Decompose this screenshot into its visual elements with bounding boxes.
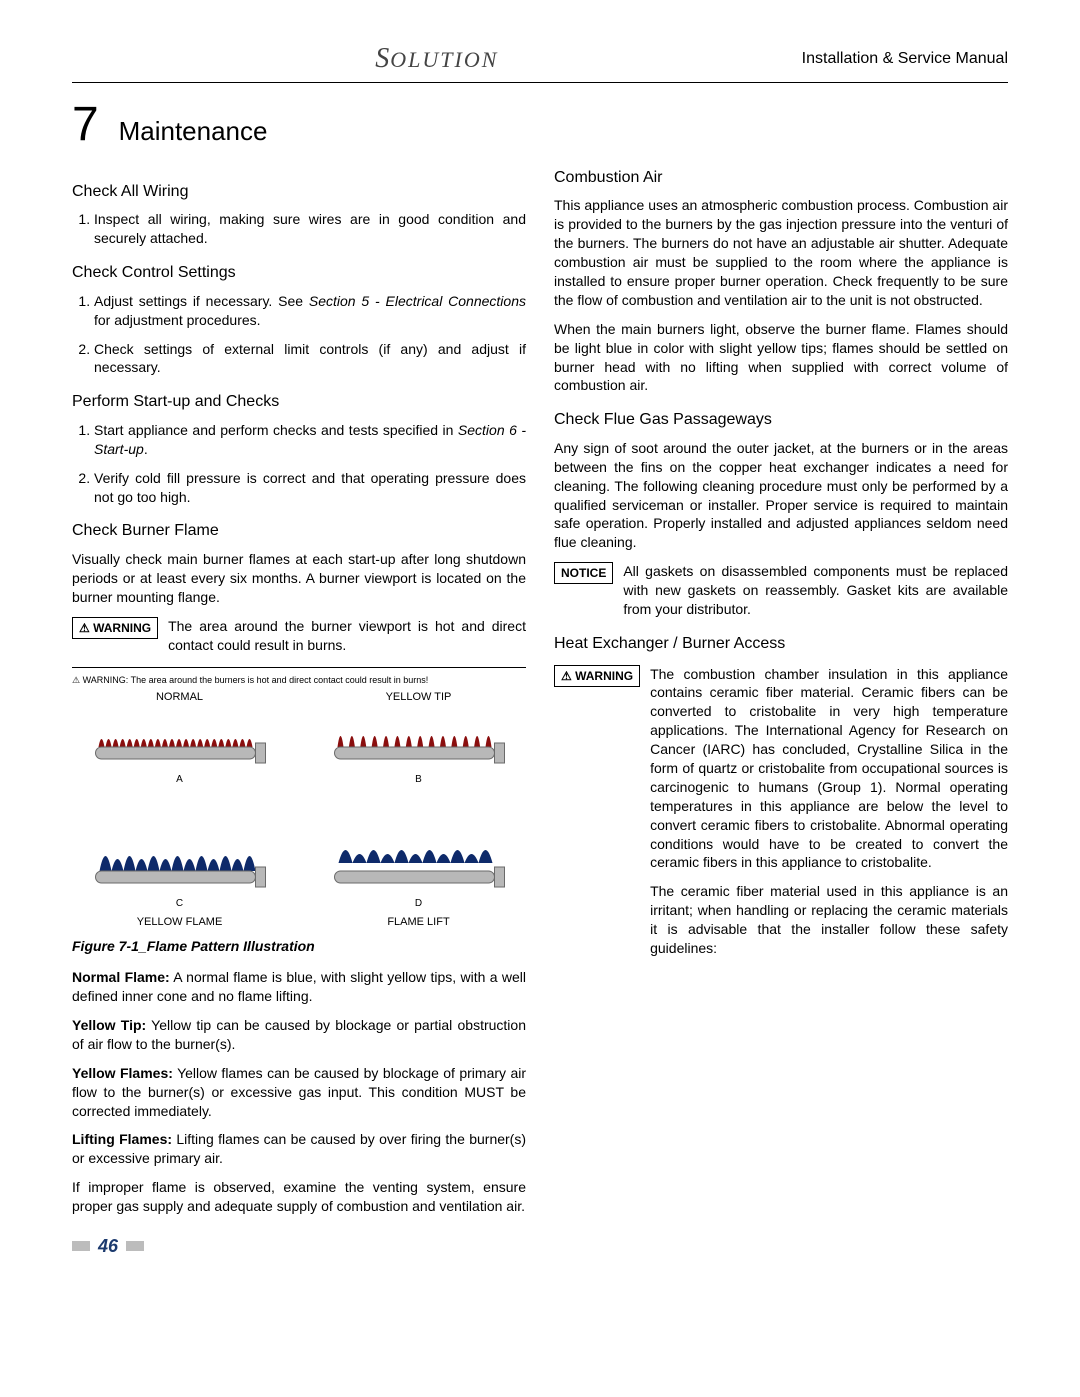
sec-heat-exchanger-h: Heat Exchanger / Burner Access (554, 633, 1008, 655)
sec-burner-flame-h: Check Burner Flame (72, 520, 526, 542)
notice-text: All gaskets on disassembled components m… (623, 562, 1008, 619)
chapter-heading: 7 Maintenance (72, 101, 1008, 149)
figure-warning: ⚠ WARNING: The area around the burners i… (72, 674, 526, 686)
paragraph: Yellow Tip: Yellow tip can be caused by … (72, 1016, 526, 1054)
chapter-title: Maintenance (119, 118, 268, 144)
flame-lift-icon (311, 833, 526, 893)
warning-label: WARNING (72, 617, 158, 639)
warning-text: The combustion chamber insulation in thi… (650, 665, 1008, 968)
figure-caption: Figure 7-1_Flame Pattern Illustration (72, 937, 526, 956)
flame-yellowtip-icon (311, 709, 526, 769)
sec-startup-h: Perform Start-up and Checks (72, 391, 526, 413)
list-item: Inspect all wiring, making sure wires ar… (94, 210, 526, 248)
paragraph: If improper flame is observed, examine t… (72, 1178, 526, 1216)
list-item: Check settings of external limit control… (94, 340, 526, 378)
page-number-row: 46 (72, 1234, 526, 1258)
warning-text: The area around the burner viewport is h… (168, 617, 526, 655)
flame-yellowflame-icon (72, 833, 287, 893)
sec-control-settings-h: Check Control Settings (72, 262, 526, 284)
sec-flue-gas-h: Check Flue Gas Passageways (554, 409, 1008, 431)
doc-title: Installation & Service Manual (802, 48, 1008, 70)
flame-cell-a: NORMAL A (72, 690, 287, 805)
paragraph: When the main burners light, observe the… (554, 320, 1008, 396)
page-decor-box (72, 1241, 90, 1251)
flame-cell-b: YELLOW TIP B (311, 690, 526, 805)
notice-callout: NOTICE All gaskets on disassembled compo… (554, 562, 1008, 619)
notice-label: NOTICE (554, 562, 613, 584)
list-item: Verify cold fill pressure is correct and… (94, 469, 526, 507)
flame-cell-c: C YELLOW FLAME (72, 815, 287, 930)
paragraph: Yellow Flames: Yellow flames can be caus… (72, 1064, 526, 1121)
chapter-number: 7 (72, 101, 99, 149)
paragraph: Lifting Flames: Lifting flames can be ca… (72, 1130, 526, 1168)
list-item: Start appliance and perform checks and t… (94, 421, 526, 459)
right-column: Combustion Air This appliance uses an at… (554, 167, 1008, 1259)
paragraph: Normal Flame: A normal flame is blue, wi… (72, 968, 526, 1006)
page-header: SOLUTION Installation & Service Manual (72, 40, 1008, 83)
page-number: 46 (98, 1234, 118, 1258)
brand-logo: SOLUTION (375, 40, 498, 78)
flame-normal-icon (72, 709, 287, 769)
flame-figure: ⚠ WARNING: The area around the burners i… (72, 667, 526, 957)
paragraph: Visually check main burner flames at eac… (72, 550, 526, 607)
paragraph: Any sign of soot around the outer jacket… (554, 439, 1008, 552)
warning-callout: WARNING The combustion chamber insulatio… (554, 665, 1008, 968)
warning-callout: WARNING The area around the burner viewp… (72, 617, 526, 655)
flame-cell-d: D FLAME LIFT (311, 815, 526, 930)
left-column: Check All Wiring Inspect all wiring, mak… (72, 167, 526, 1259)
warning-label: WARNING (554, 665, 640, 687)
sec-combustion-air-h: Combustion Air (554, 167, 1008, 189)
list-item: Adjust settings if necessary. See Sectio… (94, 292, 526, 330)
paragraph: This appliance uses an atmospheric combu… (554, 196, 1008, 309)
sec-check-wiring-h: Check All Wiring (72, 181, 526, 203)
page-decor-box (126, 1241, 144, 1251)
